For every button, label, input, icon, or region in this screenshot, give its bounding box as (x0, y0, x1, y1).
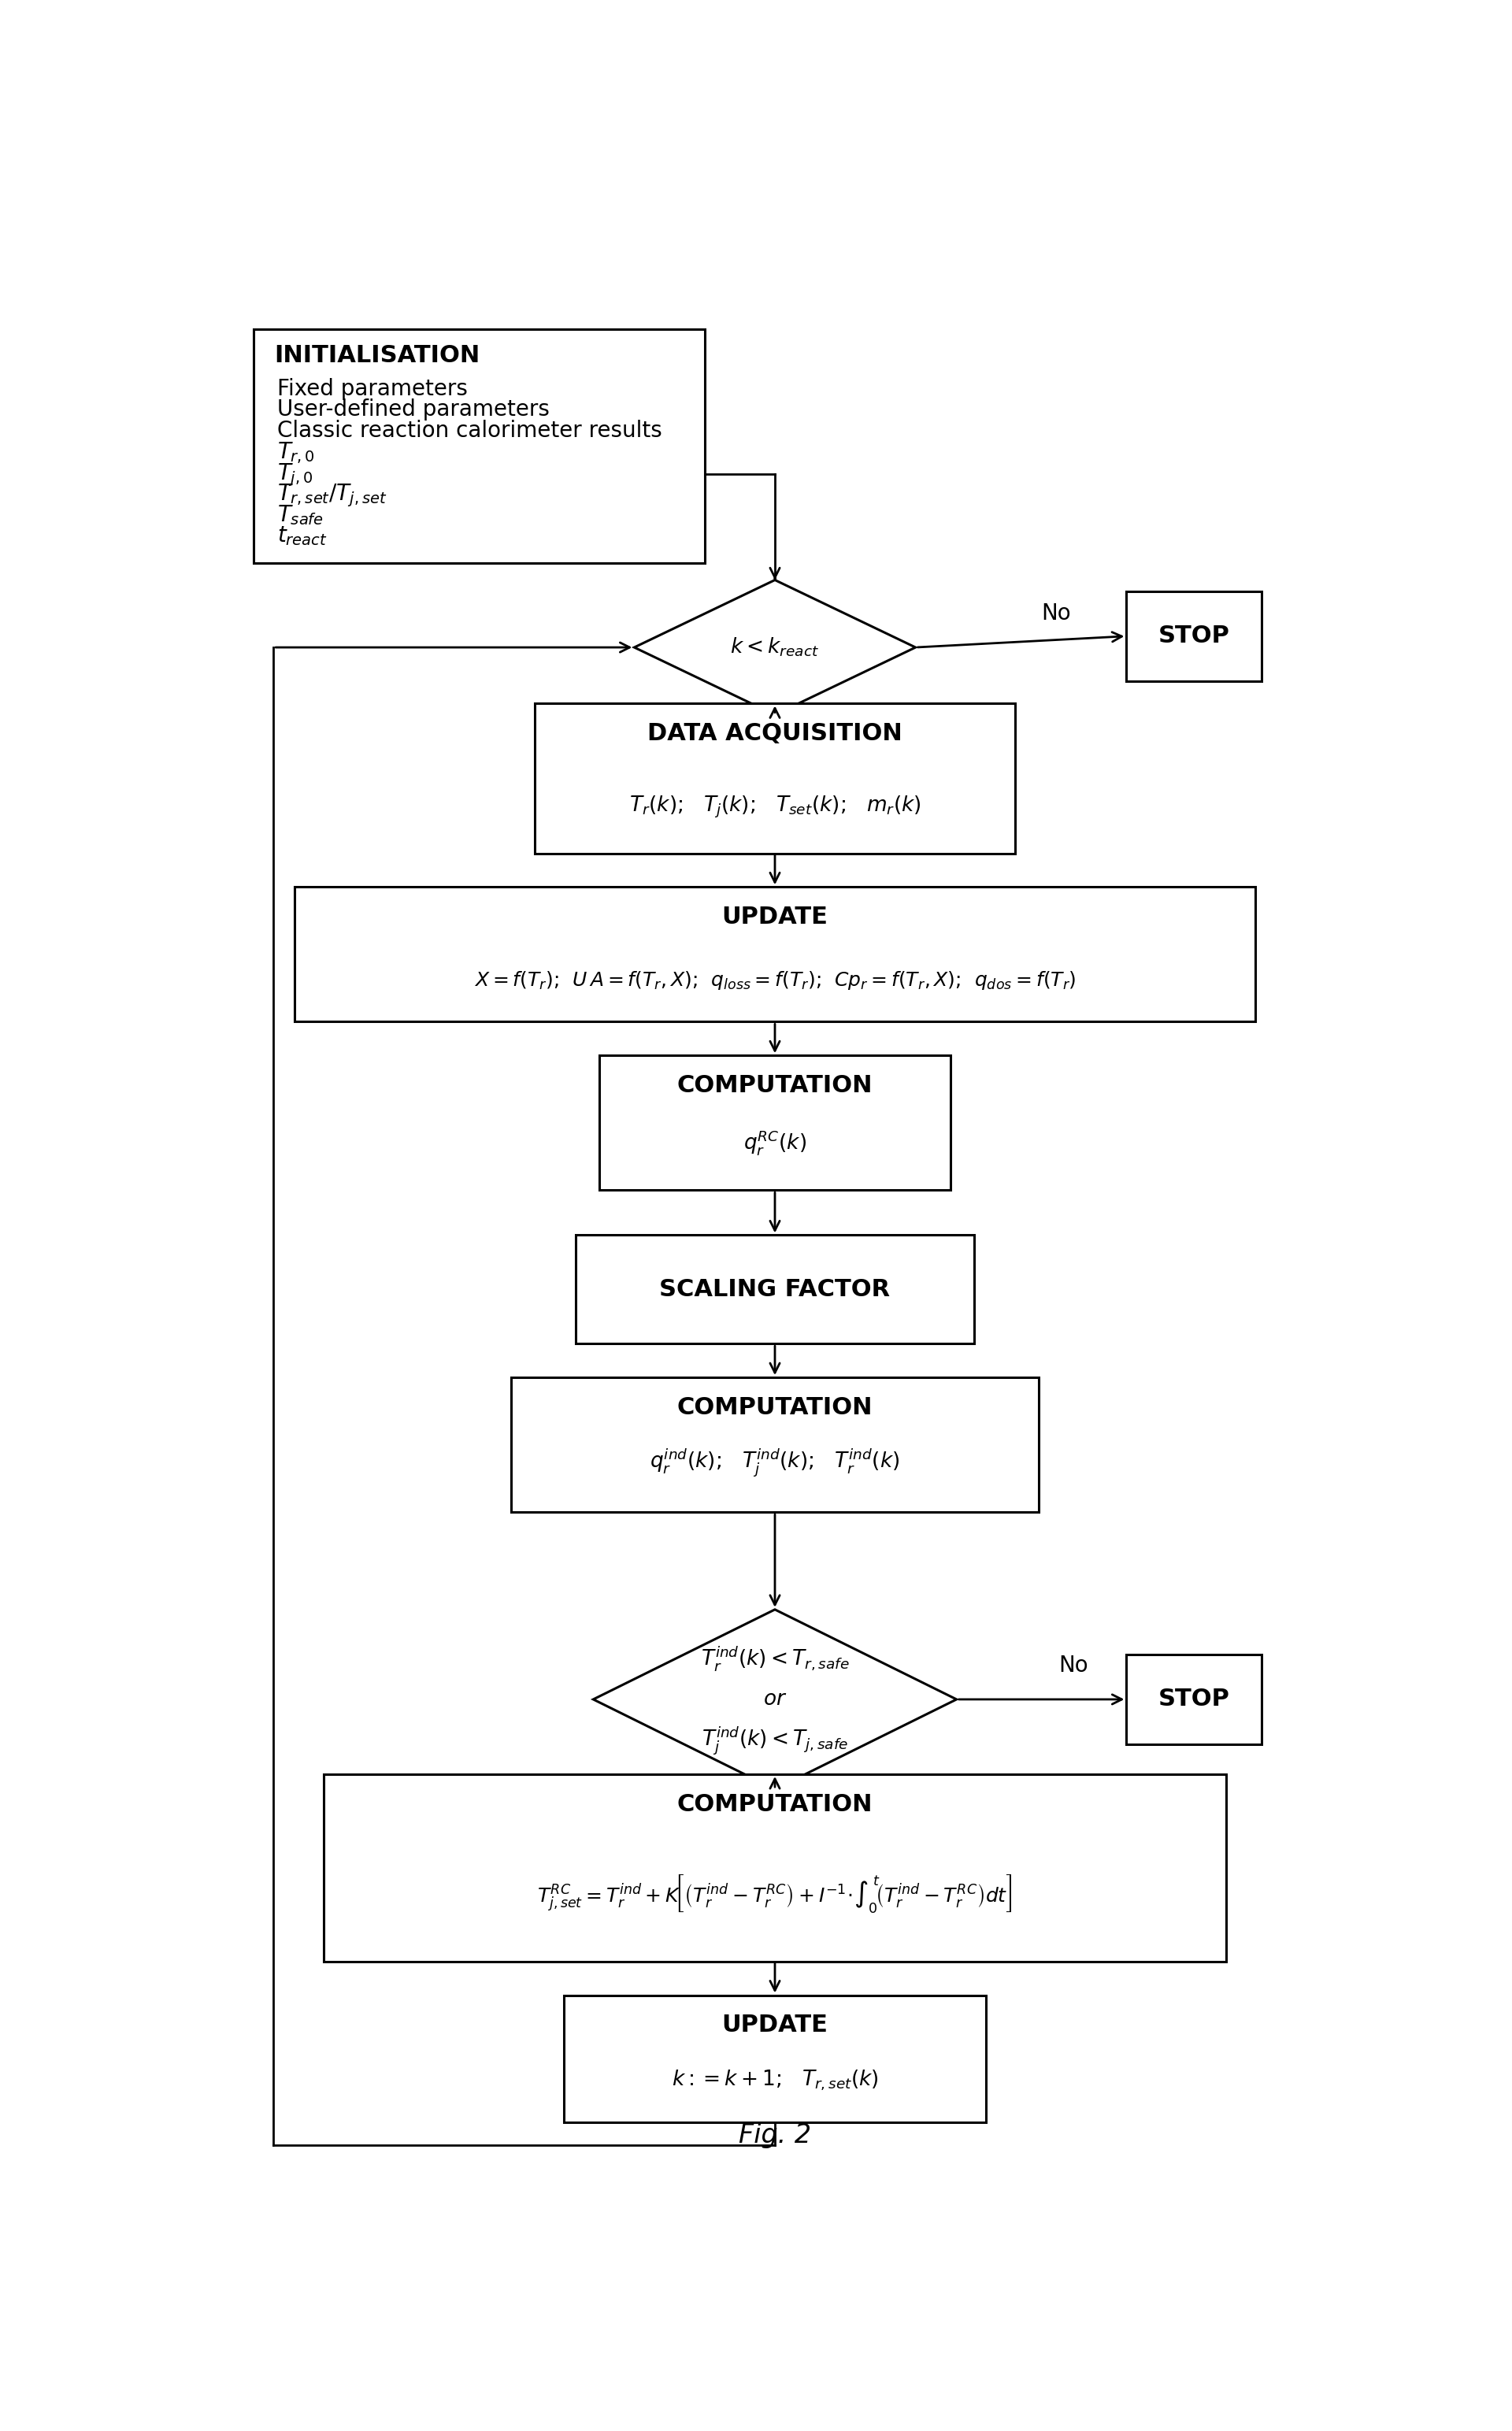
Text: Fig. 2: Fig. 2 (739, 2122, 810, 2149)
Text: Classic reaction calorimeter results: Classic reaction calorimeter results (277, 421, 662, 442)
Text: $k < k_{react}$: $k < k_{react}$ (730, 637, 820, 659)
Text: Fixed parameters: Fixed parameters (277, 377, 467, 399)
Text: User-defined parameters: User-defined parameters (277, 399, 549, 421)
Text: $k:=k+1$;   $T_{r,set}(k)$: $k:=k+1$; $T_{r,set}(k)$ (671, 2069, 878, 2093)
Text: $q_r^{ind}(k)$;   $T_j^{ind}(k)$;   $T_r^{ind}(k)$: $q_r^{ind}(k)$; $T_j^{ind}(k)$; $T_r^{in… (650, 1446, 900, 1478)
FancyBboxPatch shape (324, 1775, 1226, 1962)
FancyBboxPatch shape (1126, 1656, 1261, 1745)
FancyBboxPatch shape (576, 1235, 974, 1344)
Text: No: No (1042, 603, 1070, 625)
Text: $T_r(k)$;   $T_j(k)$;   $T_{set}(k)$;   $m_r(k)$: $T_r(k)$; $T_j(k)$; $T_{set}(k)$; $m_r(k… (629, 795, 921, 819)
Text: COMPUTATION: COMPUTATION (677, 1075, 872, 1096)
Text: STOP: STOP (1158, 625, 1229, 647)
FancyBboxPatch shape (564, 1996, 986, 2122)
Text: $T_{safe}$: $T_{safe}$ (277, 503, 324, 528)
FancyBboxPatch shape (1126, 591, 1261, 681)
Text: UPDATE: UPDATE (721, 907, 829, 929)
Text: $T_{j,set}^{RC} = T_r^{ind} + K\!\left[\left(T_r^{ind} - T_r^{RC}\right)+I^{-1}\: $T_{j,set}^{RC} = T_r^{ind} + K\!\left[\… (537, 1872, 1013, 1916)
Text: $T_r^{ind}(k) < T_{r,safe}$: $T_r^{ind}(k) < T_{r,safe}$ (700, 1643, 850, 1673)
Text: $q_r^{RC}(k)$: $q_r^{RC}(k)$ (744, 1128, 806, 1157)
Text: $T_{r,0}$: $T_{r,0}$ (277, 440, 314, 467)
Text: COMPUTATION: COMPUTATION (677, 1794, 872, 1816)
Text: SCALING FACTOR: SCALING FACTOR (659, 1279, 891, 1301)
Text: $t_{react}$: $t_{react}$ (277, 525, 327, 547)
Polygon shape (635, 581, 915, 715)
Text: $T_j^{ind}(k) < T_{j,safe}$: $T_j^{ind}(k) < T_{j,safe}$ (702, 1726, 848, 1755)
Text: DATA ACQUISITION: DATA ACQUISITION (647, 722, 903, 744)
Text: $T_{j,0}$: $T_{j,0}$ (277, 462, 313, 489)
Text: $T_{r,set}/T_{j,set}$: $T_{r,set}/T_{j,set}$ (277, 481, 387, 508)
Polygon shape (593, 1609, 957, 1789)
Text: STOP: STOP (1158, 1687, 1229, 1711)
Text: COMPUTATION: COMPUTATION (677, 1395, 872, 1420)
FancyBboxPatch shape (295, 887, 1255, 1021)
FancyBboxPatch shape (511, 1378, 1039, 1512)
FancyBboxPatch shape (535, 703, 1015, 853)
Text: $or$: $or$ (764, 1690, 786, 1709)
FancyBboxPatch shape (254, 328, 705, 564)
Text: UPDATE: UPDATE (721, 2013, 829, 2037)
FancyBboxPatch shape (599, 1055, 951, 1191)
Text: INITIALISATION: INITIALISATION (275, 345, 481, 367)
Text: No: No (1058, 1656, 1089, 1677)
Text: $X = f(T_r)$;  $U\,A = f(T_r,X)$;  $q_{loss} = f(T_r)$;  $Cp_r = f(T_r,X)$;  $q_: $X = f(T_r)$; $U\,A = f(T_r,X)$; $q_{los… (473, 970, 1077, 992)
